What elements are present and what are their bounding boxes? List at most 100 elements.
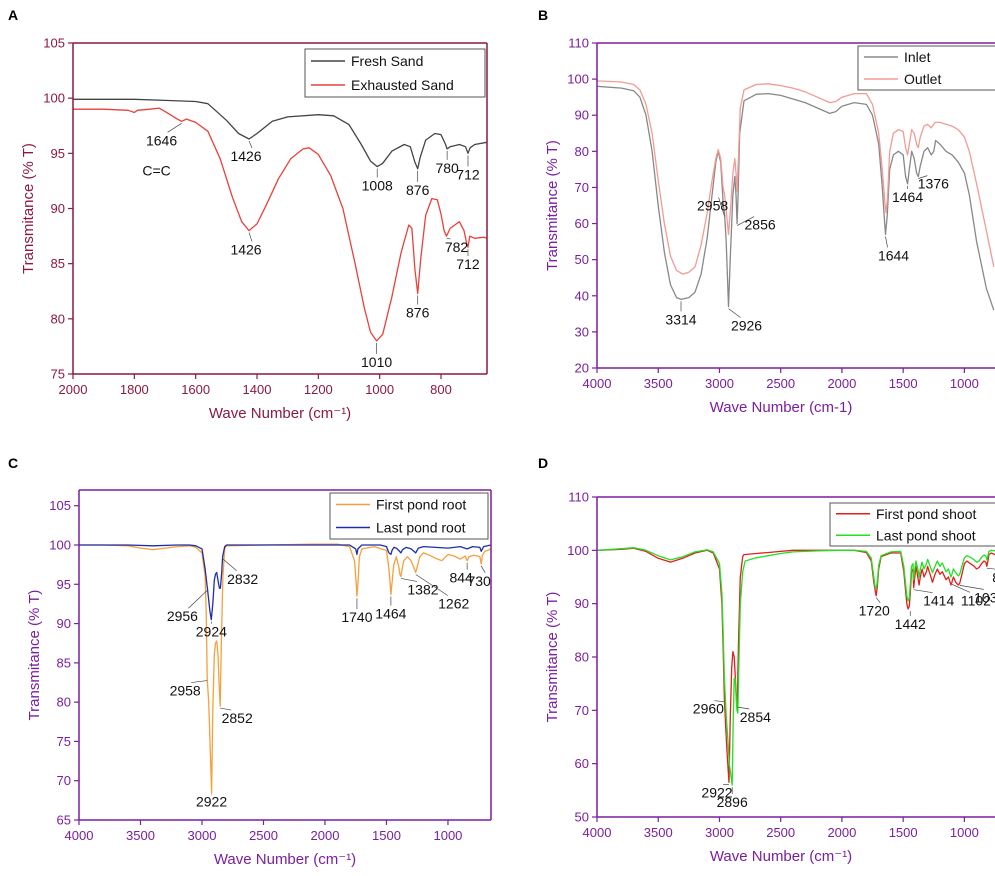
annotation-leader: [736, 216, 755, 226]
legend: Inlet Outlet: [857, 45, 995, 91]
y-tick-label: 75: [51, 367, 65, 382]
legend-label: First pond shoot: [876, 506, 976, 522]
x-tick-label: 2000: [311, 828, 340, 843]
legend: First pond root Last pond root: [329, 492, 489, 540]
panel-c: C 4000 3500 3000 2500 2000 1500 1000 65 70 75 80 85 9…: [8, 455, 492, 868]
peak-label: 1740: [341, 609, 372, 625]
panel-letter: B: [538, 7, 548, 23]
legend-label: First pond root: [376, 497, 466, 513]
legend-label: Exhausted Sand: [351, 77, 454, 93]
annotation-leader: [714, 700, 725, 703]
x-tick-label: 3000: [705, 376, 734, 391]
x-axis-title: Wave Number (cm⁻¹): [209, 405, 351, 422]
annotation-leader: [718, 197, 725, 217]
series-line-last-pond-root: [79, 544, 491, 621]
y-tick-label: 100: [567, 543, 589, 558]
annotation-leader: [220, 707, 232, 711]
peak-label: 1646: [146, 132, 177, 148]
series-line-first-pond-shoot: [597, 547, 995, 783]
y-tick-label: 80: [51, 311, 65, 326]
y-tick-label: 80: [575, 144, 589, 159]
x-tick-label: 3500: [644, 376, 673, 391]
series-line-outlet: [597, 80, 995, 275]
peak-label: 2854: [740, 709, 771, 725]
y-tick-label: 70: [57, 773, 71, 788]
x-tick-label: 1400: [243, 382, 272, 397]
y-tick-label: 40: [575, 288, 589, 303]
annotation-leader: [737, 706, 750, 710]
annotation-leader: [959, 585, 984, 590]
peak-label: 1382: [407, 581, 438, 597]
annotation-leader: [728, 308, 741, 318]
peak-label: 730: [467, 573, 491, 589]
peak-label: 876: [406, 304, 430, 320]
y-axis-title: Transmitance (% T): [544, 592, 561, 723]
x-tick-label: 1000: [950, 376, 979, 391]
series-group: [597, 80, 995, 311]
x-tick-label: 2000: [827, 376, 856, 391]
y-tick-label: 65: [57, 813, 71, 828]
y-tick-label: 60: [575, 216, 589, 231]
peak-label: 844: [449, 570, 473, 586]
series-group: [79, 543, 491, 794]
legend-label: Fresh Sand: [351, 53, 423, 69]
x-tick-label: 3000: [188, 828, 217, 843]
panel-b: B 4000 3500 3000 2500 2000 1500 1000 20 30 40 50 60 7…: [538, 7, 995, 416]
peak-label: 1008: [362, 178, 393, 194]
annotation-leader: [918, 175, 928, 179]
legend-label: Last pond shoot: [876, 527, 976, 543]
x-axis-title: Wave Number (cm-1): [710, 399, 853, 416]
peak-label: 2856: [745, 217, 776, 233]
annotation-leader: [248, 140, 253, 149]
annotation-leader: [167, 123, 182, 133]
y-tick-label: 105: [49, 498, 71, 513]
legend-label: Last pond root: [376, 520, 466, 536]
annotation-leader: [248, 232, 253, 242]
panel-letter: A: [8, 7, 18, 23]
y-tick-label: 90: [57, 616, 71, 631]
x-tick-label: 4000: [583, 376, 612, 391]
peak-label: 1464: [375, 606, 406, 622]
x-tick-label: 1000: [950, 825, 979, 840]
annotation-leader: [415, 574, 448, 596]
x-tick-label: 1000: [365, 382, 394, 397]
x-axis-title: Wave Number (cm⁻¹): [710, 848, 852, 865]
x-tick-label: 1500: [889, 825, 918, 840]
annotation-leader: [913, 589, 933, 594]
y-tick-label: 90: [51, 201, 65, 216]
y-tick-label: 90: [575, 108, 589, 123]
x-tick-label: 3500: [644, 825, 673, 840]
peak-label: 2922: [701, 784, 732, 800]
y-tick-label: 80: [57, 695, 71, 710]
annotation-leader: [188, 589, 208, 609]
y-tick-label: 100: [567, 72, 589, 87]
y-tick-label: 50: [575, 252, 589, 267]
annotation-leader: [951, 584, 971, 593]
y-tick-label: 70: [575, 180, 589, 195]
series-line-inlet: [597, 85, 995, 311]
y-tick-label: 100: [49, 538, 71, 553]
x-tick-label: 2500: [249, 828, 278, 843]
peak-label: 2956: [167, 608, 198, 624]
peak-label: 2958: [697, 198, 728, 214]
x-tick-label: 3000: [705, 825, 734, 840]
peak-label: 2924: [196, 624, 227, 640]
x-tick-label: 1600: [181, 382, 210, 397]
y-tick-label: 50: [575, 810, 589, 825]
peak-label: C=C: [142, 162, 170, 178]
peak-label: 2922: [196, 794, 227, 810]
y-tick-label: 110: [568, 36, 589, 51]
peak-label: 2852: [222, 710, 253, 726]
annotation-leader: [191, 680, 208, 683]
peak-label: 1426: [230, 148, 261, 164]
peak-label: 1414: [923, 593, 954, 609]
x-tick-label: 1500: [372, 828, 401, 843]
annotation-leader: [875, 597, 881, 603]
legend-box: [304, 48, 486, 98]
y-tick-label: 105: [43, 36, 65, 51]
y-axis-title: Transmitance (% T): [20, 143, 37, 274]
peak-label: 1010: [361, 354, 392, 370]
